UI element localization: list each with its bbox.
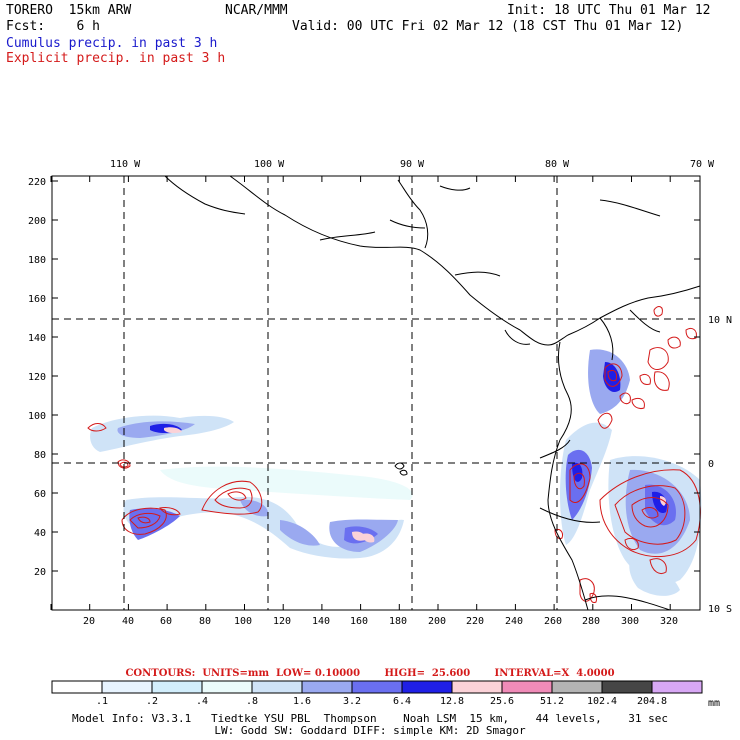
x-tick-label: 160 — [350, 616, 368, 627]
x-tick-label: 280 — [582, 616, 600, 627]
colorbar-unit: mm — [708, 698, 720, 709]
colorbar-label: .8 — [246, 696, 258, 707]
y-tick-label: 20 — [34, 567, 46, 578]
lon-label: 110 W — [110, 159, 141, 170]
legend-cumulus: Cumulus precip. in past 3 h — [6, 36, 218, 51]
lat-label: 10 S — [708, 604, 732, 615]
colorbar-swatch — [51, 680, 103, 694]
y-tick-label: 80 — [34, 450, 46, 461]
lon-label: 70 W — [690, 159, 715, 170]
y-tick-label: 220 — [28, 177, 46, 188]
x-grid-labels: 20 40 60 80 100 120 140 160 180 200 220 … — [83, 616, 678, 627]
y-tick-label: 200 — [28, 216, 46, 227]
colorbar-label: .4 — [196, 696, 208, 707]
colorbar-label: 25.6 — [490, 696, 514, 707]
lat-label: 10 N — [708, 315, 732, 326]
physics-info: LW: Godd SW: Goddard DIFF: simple KM: 2D… — [214, 724, 526, 737]
x-tick-label: 80 — [199, 616, 211, 627]
x-tick-label: 100 — [234, 616, 252, 627]
x-tick-label: 20 — [83, 616, 95, 627]
colorbar — [51, 680, 703, 694]
colorbar-label: 51.2 — [540, 696, 564, 707]
center-name: NCAR/MMM — [225, 3, 288, 18]
colorbar-label: 102.4 — [587, 696, 617, 707]
colorbar-swatch — [451, 680, 503, 694]
x-tick-label: 140 — [312, 616, 330, 627]
colorbar-swatch — [551, 680, 603, 694]
lat-label: 0 — [708, 459, 714, 470]
colorbar-label: 1.6 — [293, 696, 311, 707]
x-tick-label: 320 — [660, 616, 678, 627]
x-tick-label: 300 — [621, 616, 639, 627]
coastlines — [164, 175, 701, 611]
map-frame — [51, 175, 701, 611]
x-tick-label: 180 — [389, 616, 407, 627]
x-tick-label: 240 — [505, 616, 523, 627]
x-tick-label: 60 — [160, 616, 172, 627]
colorbar-swatch — [401, 680, 453, 694]
cumulus-shading — [90, 349, 702, 596]
x-tick-label: 260 — [544, 616, 562, 627]
lon-label: 100 W — [254, 159, 285, 170]
y-tick-label: 60 — [34, 489, 46, 500]
colorbar-swatch — [101, 680, 153, 694]
x-tick-label: 220 — [466, 616, 484, 627]
explicit-contours — [87, 306, 701, 603]
colorbar-label: 204.8 — [637, 696, 667, 707]
colorbar-label: 6.4 — [393, 696, 411, 707]
y-tick-label: 160 — [28, 294, 46, 305]
colorbar-labels: .1 .2 .4 .8 1.6 3.2 6.4 12.8 25.6 51.2 1… — [96, 696, 720, 709]
colorbar-swatch — [251, 680, 303, 694]
latlon-grid — [52, 176, 700, 610]
model-title: TORERO 15km ARW — [6, 3, 132, 18]
colorbar-swatch — [201, 680, 253, 694]
colorbar-swatch — [351, 680, 403, 694]
y-tick-label: 100 — [28, 411, 46, 422]
valid-time: Valid: 00 UTC Fri 02 Mar 12 (18 CST Thu … — [292, 19, 684, 34]
colorbar-swatch — [501, 680, 553, 694]
lon-label: 80 W — [545, 159, 570, 170]
contours-info: CONTOURS: UNITS=mm LOW= 0.10000 HIGH= 25… — [125, 668, 615, 679]
colorbar-swatch — [651, 680, 703, 694]
colorbar-swatch — [601, 680, 653, 694]
y-tick-label: 120 — [28, 372, 46, 383]
colorbar-label: .2 — [146, 696, 158, 707]
y-tick-label: 180 — [28, 255, 46, 266]
y-grid-labels: 20 40 60 80 100 120 140 160 180 200 220 — [28, 177, 46, 578]
y-tick-label: 140 — [28, 333, 46, 344]
model-info: Model Info: V3.3.1 Tiedtke YSU PBL Thomp… — [71, 712, 669, 725]
x-tick-label: 200 — [428, 616, 446, 627]
x-tick-label: 40 — [122, 616, 134, 627]
colorbar-label: 12.8 — [440, 696, 464, 707]
lon-label: 90 W — [400, 159, 425, 170]
x-tick-label: 120 — [273, 616, 291, 627]
forecast-hour: Fcst: 6 h — [6, 19, 100, 34]
tick-marks — [50, 176, 700, 611]
init-time: Init: 18 UTC Thu 01 Mar 12 — [507, 3, 711, 18]
colorbar-label: .1 — [96, 696, 108, 707]
colorbar-swatch — [151, 680, 203, 694]
y-tick-label: 40 — [34, 528, 46, 539]
colorbar-swatch — [301, 680, 353, 694]
colorbar-label: 3.2 — [343, 696, 361, 707]
legend-explicit: Explicit precip. in past 3 h — [6, 51, 226, 66]
